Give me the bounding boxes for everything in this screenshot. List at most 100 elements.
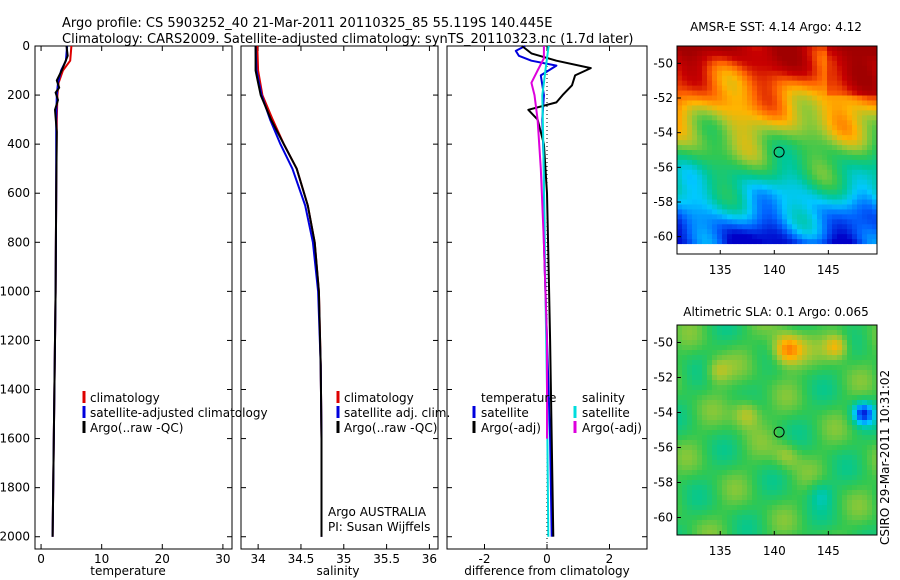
heatmap-cell (692, 179, 698, 186)
heatmap-cell (807, 490, 813, 496)
legend-label-satellite: satellite adj. clim. (344, 406, 450, 420)
heatmap-cell (767, 100, 773, 107)
heatmap-cell (812, 85, 818, 92)
heatmap-cell (752, 234, 758, 240)
heatmap-cell (692, 145, 698, 151)
heatmap-cell (827, 194, 833, 201)
heatmap-cell (752, 485, 758, 491)
heatmap-cell (842, 204, 848, 211)
heatmap-cell (782, 95, 788, 102)
heatmap-cell (787, 460, 793, 466)
heatmap-cell (817, 204, 823, 211)
heatmap-cell (832, 480, 838, 486)
heatmap-cell (687, 455, 693, 461)
heatmap-cell (822, 465, 828, 471)
heatmap-cell (802, 229, 808, 235)
heatmap-cell (692, 50, 698, 57)
heatmap-cell (797, 430, 803, 436)
heatmap-cell (782, 460, 788, 466)
heatmap-cell (772, 425, 778, 431)
heatmap-cell (742, 115, 748, 121)
heatmap-cell (792, 90, 798, 97)
heatmap-cell (847, 229, 853, 235)
heatmap-cell (692, 485, 698, 491)
heatmap-cell (692, 500, 698, 506)
heatmap-cell (792, 159, 798, 166)
heatmap-cell (707, 370, 713, 376)
heatmap-cell (807, 224, 813, 230)
heatmap-cell (822, 159, 828, 166)
heatmap-cell (752, 480, 758, 486)
heatmap-cell (772, 455, 778, 461)
heatmap-cell (792, 425, 798, 431)
heatmap-cell (762, 345, 768, 351)
heatmap-cell (872, 480, 877, 486)
heatmap-cell (697, 350, 703, 356)
heatmap-cell (747, 239, 753, 245)
heatmap-cell (832, 455, 838, 461)
heatmap-cell (732, 350, 738, 356)
heatmap-cell (832, 475, 838, 481)
heatmap-cell (692, 385, 698, 391)
heatmap-cell (717, 140, 723, 146)
heatmap-cell (777, 465, 783, 471)
heatmap-cell (772, 75, 778, 82)
heatmap-cell (777, 120, 783, 126)
heatmap-cell (742, 120, 748, 126)
heatmap-cell (872, 50, 877, 57)
heatmap-cell (832, 95, 838, 102)
heatmap-cell (682, 224, 688, 230)
heatmap-cell (827, 159, 833, 166)
heatmap-cell (822, 75, 828, 82)
heatmap-cell (702, 480, 708, 486)
heatmap-cell (712, 115, 718, 121)
heatmap-cell (857, 85, 863, 92)
heatmap-cell (797, 420, 803, 426)
heatmap-cell (792, 184, 798, 191)
heatmap-cell (872, 80, 877, 87)
heatmap-cell (692, 70, 698, 77)
heatmap-cell (767, 505, 773, 511)
heatmap-cell (782, 360, 788, 366)
heatmap-cell (737, 440, 743, 446)
heatmap-cell (692, 214, 698, 220)
heatmap-cell (792, 125, 798, 131)
heatmap-cell (752, 500, 758, 506)
heatmap-cell (872, 224, 877, 230)
heatmap-cell (697, 375, 703, 381)
heatmap-cell (717, 520, 723, 526)
heatmap-cell (707, 335, 713, 341)
heatmap-cell (682, 385, 688, 391)
heatmap-cell (752, 520, 758, 526)
heatmap-cell (832, 435, 838, 441)
heatmap-cell (682, 440, 688, 446)
heatmap-cell (762, 415, 768, 421)
heatmap-cell (842, 214, 848, 220)
heatmap-cell (727, 470, 733, 476)
heatmap-cell (762, 244, 768, 250)
heatmap-cell (812, 105, 818, 111)
heatmap-cell (802, 169, 808, 176)
heatmap-cell (862, 330, 868, 336)
salinity-lines (254, 45, 323, 537)
heatmap-cell (842, 520, 848, 526)
heatmap-cell (847, 330, 853, 336)
heatmap-cell (727, 480, 733, 486)
heatmap-cell (827, 385, 833, 391)
heatmap-cell (817, 515, 823, 521)
heatmap-cell (827, 455, 833, 461)
heatmap-cell (742, 174, 748, 181)
heatmap-cell (767, 480, 773, 486)
heatmap-cell (697, 46, 703, 52)
heatmap-cell (687, 510, 693, 516)
heatmap-cell (857, 500, 863, 506)
heatmap-cell (762, 490, 768, 496)
heatmap-cell (762, 365, 768, 371)
heatmap-cell (837, 219, 843, 225)
heatmap-cell (752, 390, 758, 396)
heatmap-cell (762, 150, 768, 156)
heatmap-cell (772, 365, 778, 371)
heatmap-cell (732, 125, 738, 131)
heatmap-cell (707, 140, 713, 146)
heatmap-cell (867, 75, 873, 82)
